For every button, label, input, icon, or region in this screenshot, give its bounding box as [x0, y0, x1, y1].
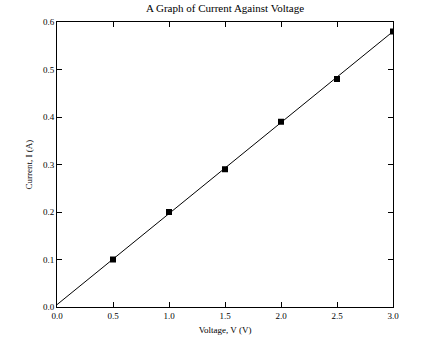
svg-text:0.1: 0.1 — [43, 255, 54, 265]
svg-text:0.5: 0.5 — [107, 311, 119, 321]
svg-text:0.4: 0.4 — [43, 112, 55, 122]
svg-text:0.0: 0.0 — [43, 302, 55, 312]
svg-text:A Graph of Current Against Vol: A Graph of Current Against Voltage — [146, 2, 304, 14]
svg-text:Voltage, V (V): Voltage, V (V) — [199, 325, 252, 335]
svg-text:1.5: 1.5 — [219, 311, 231, 321]
svg-text:0.5: 0.5 — [43, 65, 55, 75]
svg-text:3.0: 3.0 — [387, 311, 399, 321]
svg-text:0.0: 0.0 — [51, 311, 63, 321]
svg-text:2.5: 2.5 — [331, 311, 343, 321]
svg-text:0.6: 0.6 — [43, 17, 55, 27]
svg-text:2.0: 2.0 — [275, 311, 287, 321]
svg-text:1.0: 1.0 — [163, 311, 175, 321]
svg-text:Current, I (A): Current, I (A) — [24, 140, 34, 190]
svg-text:0.3: 0.3 — [43, 160, 55, 170]
svg-text:0.2: 0.2 — [43, 207, 54, 217]
